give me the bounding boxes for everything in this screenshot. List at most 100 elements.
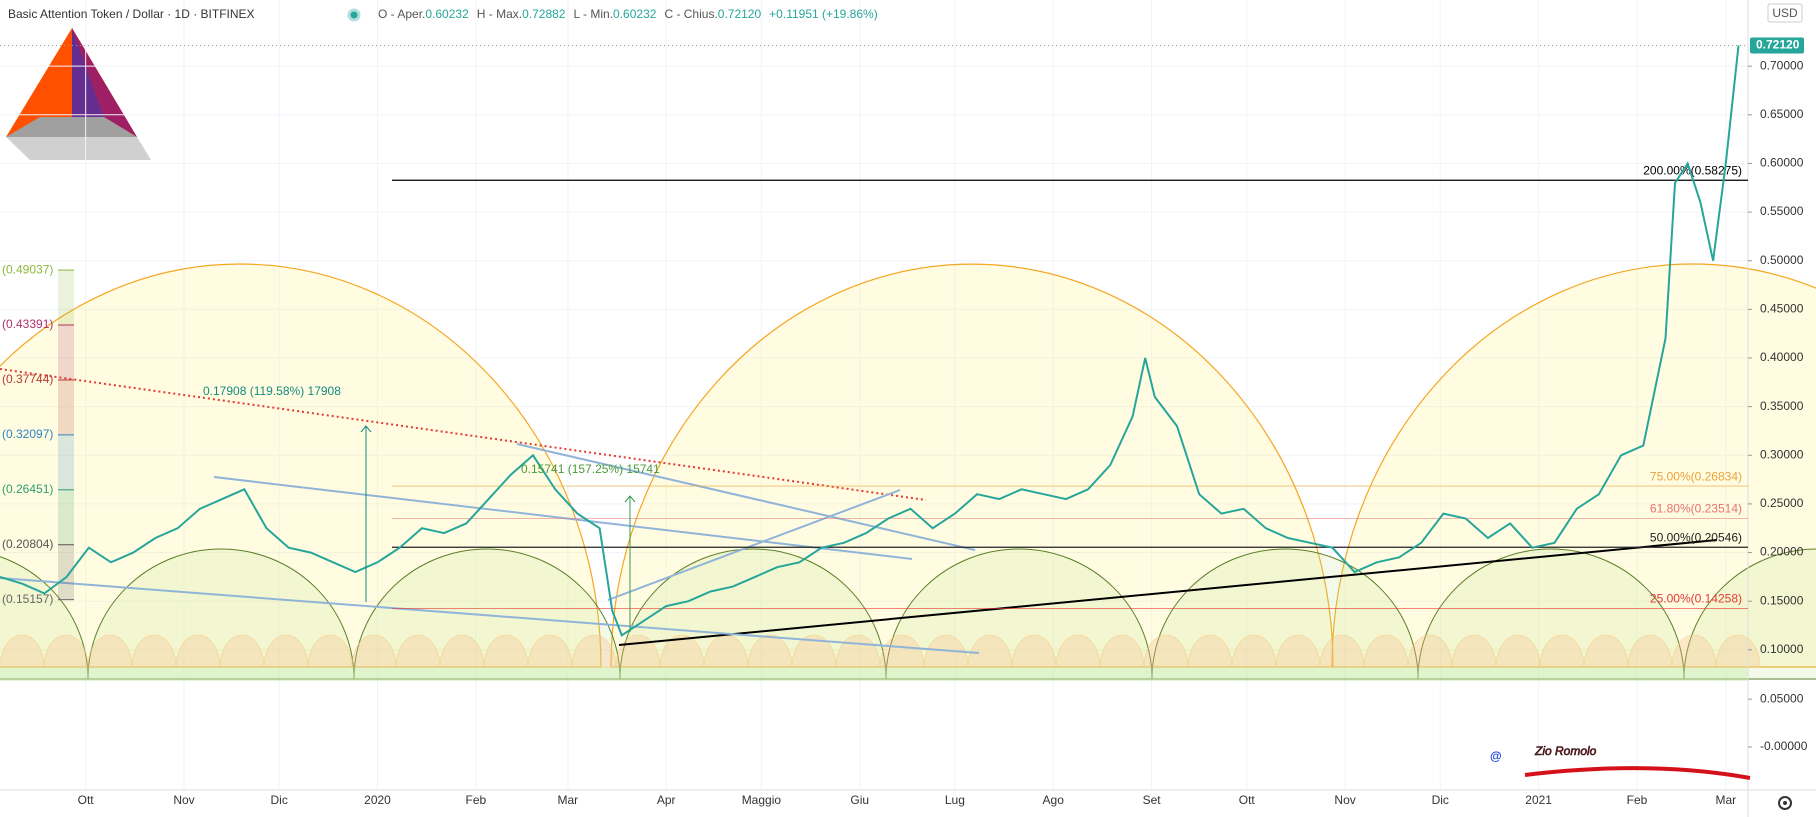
x-tick-label: Ago bbox=[1043, 793, 1065, 807]
ohlc-value: 0.60232 bbox=[425, 7, 469, 21]
x-tick-label: Mar bbox=[1715, 793, 1736, 807]
bump bbox=[1055, 634, 1101, 668]
bump bbox=[1407, 634, 1453, 668]
watermark: @ bbox=[1490, 749, 1502, 763]
fib-label: 61.80%(0.23514) bbox=[1650, 502, 1742, 516]
last-price-box bbox=[1750, 37, 1804, 54]
small-arc bbox=[87, 548, 355, 680]
level-label: (0.49037) bbox=[2, 262, 53, 276]
y-tick-label: 0.55000 bbox=[1760, 204, 1804, 218]
bump bbox=[0, 634, 45, 668]
bump bbox=[1143, 634, 1189, 668]
bump bbox=[1583, 634, 1629, 668]
bump bbox=[1671, 634, 1717, 668]
settings-icon[interactable] bbox=[1778, 796, 1792, 810]
measure-arrow bbox=[360, 425, 372, 433]
level-band bbox=[58, 379, 74, 435]
y-tick-label: 0.35000 bbox=[1760, 399, 1804, 413]
x-tick-label: Feb bbox=[1627, 793, 1648, 807]
level-label: (0.26451) bbox=[2, 482, 53, 496]
x-tick-label: Dic bbox=[271, 793, 288, 807]
y-tick-label: 0.45000 bbox=[1760, 302, 1804, 316]
bump bbox=[571, 634, 617, 668]
trendline bbox=[618, 539, 1718, 646]
x-tick-label: Apr bbox=[657, 793, 676, 807]
ohlc-change: +0.11951 (+19.86%) bbox=[769, 7, 878, 21]
bump bbox=[1495, 634, 1541, 668]
settings-icon[interactable] bbox=[1783, 801, 1787, 805]
ohlc-name: L - Min. bbox=[573, 7, 613, 21]
bump bbox=[1187, 634, 1233, 668]
y-tick-label: 0.70000 bbox=[1760, 58, 1804, 72]
y-tick-label: 0.30000 bbox=[1760, 447, 1804, 461]
bump bbox=[1231, 634, 1277, 668]
y-tick-label: -0.00000 bbox=[1760, 739, 1808, 753]
fib-label: 200.00%(0.58275) bbox=[1643, 163, 1742, 177]
bump bbox=[131, 634, 177, 668]
bump bbox=[263, 634, 309, 668]
logo bbox=[72, 28, 104, 117]
logo bbox=[6, 117, 137, 137]
annotation: 0.15741 (157.25%) 15741 bbox=[521, 462, 660, 476]
ohlc-name: C - Chius. bbox=[664, 7, 717, 21]
level-label: (0.32097) bbox=[2, 427, 53, 441]
small-arc bbox=[1683, 548, 1816, 680]
bump bbox=[1275, 634, 1321, 668]
measure-arrow bbox=[624, 495, 636, 503]
x-tick-label: Ott bbox=[1239, 793, 1256, 807]
bump bbox=[87, 634, 133, 668]
small-arc bbox=[0, 556, 89, 680]
bump bbox=[1363, 634, 1409, 668]
bump bbox=[1099, 634, 1145, 668]
trendline bbox=[0, 577, 980, 654]
y-tick-label: 0.40000 bbox=[1760, 350, 1804, 364]
level-band bbox=[58, 489, 74, 545]
bump bbox=[791, 634, 837, 668]
bump bbox=[483, 634, 529, 668]
trendline bbox=[0, 368, 927, 501]
y-tick-label: 0.15000 bbox=[1760, 593, 1804, 607]
currency-box bbox=[1767, 3, 1803, 23]
level-band bbox=[58, 270, 74, 326]
x-tick-label: 2020 bbox=[364, 793, 391, 807]
fib-label: 50.00%(0.20546) bbox=[1650, 530, 1742, 544]
bump bbox=[1715, 634, 1761, 668]
y-tick-label: 0.05000 bbox=[1760, 691, 1804, 705]
bump bbox=[175, 634, 221, 668]
trendline bbox=[607, 489, 901, 601]
bump bbox=[659, 634, 705, 668]
bump bbox=[395, 634, 441, 668]
bottom-band bbox=[0, 667, 1748, 681]
small-arc bbox=[1417, 548, 1685, 680]
x-tick-label: Giu bbox=[850, 793, 869, 807]
level-label: (0.37744) bbox=[2, 372, 53, 386]
small-arc bbox=[353, 548, 621, 680]
x-tick-label: Dic bbox=[1432, 793, 1449, 807]
background-drawings bbox=[0, 0, 1816, 790]
y-tick-label: 0.60000 bbox=[1760, 156, 1804, 170]
x-tick-label: Maggio bbox=[742, 793, 782, 807]
bump bbox=[527, 634, 573, 668]
bump bbox=[439, 634, 485, 668]
last-price-label: 0.72120 bbox=[1756, 38, 1800, 52]
x-tick-label: Mar bbox=[558, 793, 579, 807]
trendline bbox=[516, 443, 976, 551]
ohlc-legend: O - Aper. 0.60232 H - Max. 0.72882 L - Min. 0… bbox=[378, 7, 878, 21]
bump bbox=[351, 634, 397, 668]
y-tick-label: 0.50000 bbox=[1760, 253, 1804, 267]
y-tick-label: 0.25000 bbox=[1760, 496, 1804, 510]
chart-title: Basic Attention Token / Dollar · 1D · BI… bbox=[8, 7, 255, 21]
y-tick-label: 0.10000 bbox=[1760, 642, 1804, 656]
level-label: (0.20804) bbox=[2, 537, 53, 551]
watermark-swoosh bbox=[1524, 766, 1751, 780]
bump bbox=[1627, 634, 1673, 668]
x-tick-label: Ott bbox=[78, 793, 95, 807]
x-tick-label: Nov bbox=[173, 793, 194, 807]
x-tick-label: Nov bbox=[1334, 793, 1355, 807]
level-band bbox=[58, 325, 74, 380]
settings-icon[interactable] bbox=[1778, 796, 1792, 810]
ohlc-name: H - Max. bbox=[477, 7, 522, 21]
big-arc bbox=[610, 263, 1334, 668]
